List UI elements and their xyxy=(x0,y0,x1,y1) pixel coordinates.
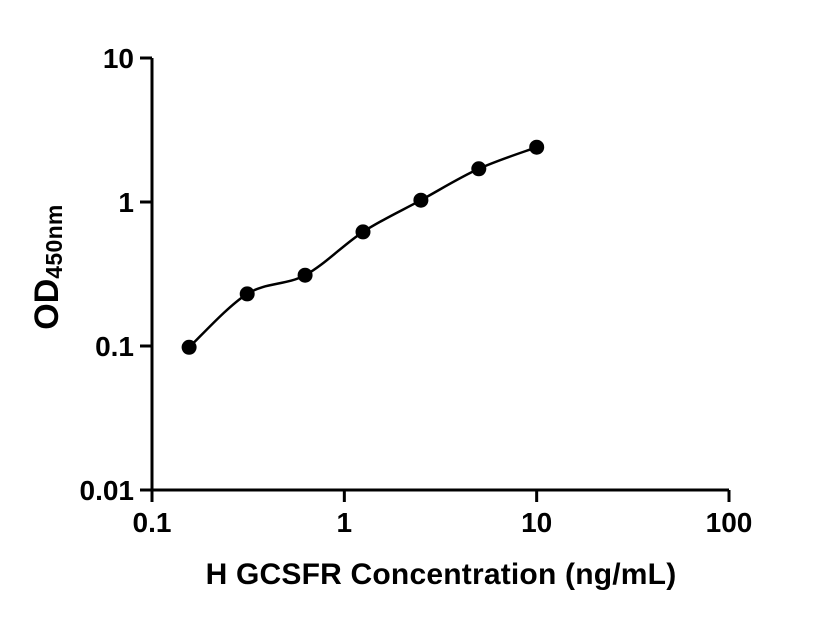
x-tick-label: 0.1 xyxy=(133,507,172,538)
y-tick-label: 0.01 xyxy=(80,475,135,506)
y-axis-title-main: OD xyxy=(28,278,66,330)
data-point xyxy=(355,224,371,240)
y-tick-label: 0.1 xyxy=(95,331,134,362)
x-axis-title: H GCSFR Concentration (ng/mL) xyxy=(205,558,677,591)
y-axis-title-sub: 450nm xyxy=(41,204,67,279)
y-axis-title: OD450nm xyxy=(28,204,68,329)
y-tick-label: 1 xyxy=(118,187,134,218)
fit-curve xyxy=(188,146,538,349)
y-tick-label: 10 xyxy=(103,43,134,74)
x-tick-label: 10 xyxy=(521,507,552,538)
axis-spines xyxy=(150,58,729,492)
data-point xyxy=(181,339,197,355)
data-point xyxy=(471,161,487,177)
x-tick-label: 1 xyxy=(337,507,353,538)
data-point xyxy=(529,139,545,155)
data-point xyxy=(413,192,429,208)
data-point xyxy=(239,286,255,302)
data-point xyxy=(297,267,313,283)
x-tick-label: 100 xyxy=(706,507,753,538)
